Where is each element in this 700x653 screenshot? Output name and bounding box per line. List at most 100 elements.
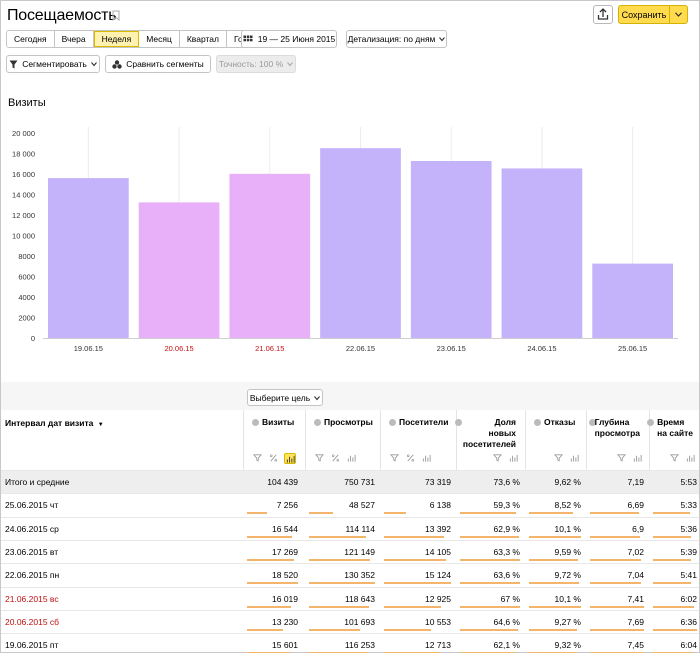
chart-toggle-icon[interactable]	[421, 453, 433, 464]
cell-value: 9,62 %	[554, 477, 581, 487]
chart-toggle-icon[interactable]	[632, 453, 644, 464]
value-bar	[460, 605, 520, 608]
bar-20.06.15[interactable]	[138, 202, 220, 338]
filter-icon	[553, 454, 564, 462]
cell-value: 7,19	[627, 477, 644, 487]
filter-toggle-icon[interactable]	[616, 453, 628, 464]
filter-icon	[389, 454, 400, 462]
period-tab-1[interactable]: Вчера	[54, 31, 94, 47]
visits-bar-chart: 0 2000 4000 6000 8000 10 000 12 000 14 000 16 00…	[12, 127, 678, 353]
column-info-icon[interactable]	[314, 419, 321, 426]
date-range-picker[interactable]: 19 — 25 Июня 2015	[241, 30, 337, 48]
column-header-0[interactable]: Визиты	[262, 417, 294, 428]
table-row[interactable]: 25.06.2015 чт 7 256 48 527 6 138 59,3 % 8,52 …	[1, 493, 699, 516]
cell-value: 16 544	[272, 523, 298, 534]
percent-toggle-icon[interactable]	[330, 453, 342, 464]
compare-segments-button[interactable]: Сравнить сегменты	[105, 55, 211, 73]
accuracy-select: Точность: 100 %	[216, 55, 296, 73]
column-header-line: Визиты	[262, 417, 295, 427]
segment-button[interactable]: Сегментировать	[6, 55, 100, 73]
period-tab-2[interactable]: Неделя	[93, 31, 140, 47]
cell-value: 64,6 %	[493, 616, 520, 627]
total-row[interactable]: Итого и средние 104 439 750 731 73 319 73,6 …	[1, 470, 699, 493]
column-header-line: Просмотры	[324, 417, 373, 427]
sort-desc-icon: ▼	[97, 422, 104, 428]
detail-select[interactable]: Детализация: по дням	[346, 30, 447, 48]
cell-value: 15 124	[425, 570, 451, 581]
chart-toggle-icon[interactable]	[284, 453, 296, 464]
period-tab-4[interactable]: Квартал	[179, 31, 227, 47]
filter-toggle-icon[interactable]	[669, 453, 681, 464]
table-row[interactable]: 19.06.2015 пт 15 601 116 253 12 713 62,1 % 9,…	[1, 633, 699, 653]
cell-value: 15 601	[272, 640, 298, 651]
bar-21.06.15[interactable]	[229, 173, 311, 338]
x-tick-label: 24.06.15	[527, 344, 556, 353]
cell-value: 6:36	[680, 616, 697, 627]
column-separator	[649, 410, 650, 470]
column-info-icon[interactable]	[389, 419, 396, 426]
column-header-6[interactable]: Время на сайте	[657, 417, 693, 439]
table-row[interactable]: 22.06.2015 пн 18 520 130 352 15 124 63,6 % 9,…	[1, 563, 699, 586]
column-header-5[interactable]: Глубина просмотра	[595, 417, 640, 439]
table-row[interactable]: 23.06.2015 вт 17 269 121 149 14 105 63,3 % 9,…	[1, 539, 699, 563]
chart-toggle-icon[interactable]	[685, 453, 697, 464]
bar-19.06.15[interactable]	[48, 178, 129, 338]
column-header-4[interactable]: Отказы	[544, 417, 575, 428]
column-header-1[interactable]: Просмотры	[324, 417, 373, 428]
filter-toggle-icon[interactable]	[252, 453, 264, 464]
bar-23.06.15[interactable]	[410, 160, 492, 338]
data-table: Выберите цель Интервал дат визита ▼ Визи…	[1, 382, 699, 653]
page-title: Посещаемость	[7, 7, 117, 24]
export-button[interactable]	[593, 5, 613, 24]
cell-value: 6:02	[680, 593, 697, 604]
save-button[interactable]: Сохранить	[618, 5, 688, 24]
value-bar	[590, 558, 642, 561]
value-bar	[529, 628, 577, 631]
value-bar	[653, 512, 691, 515]
filter-toggle-icon[interactable]	[553, 453, 565, 464]
upload-icon	[597, 8, 609, 20]
filter-icon	[492, 454, 503, 462]
cell-value: 8,52 %	[554, 500, 581, 511]
value-bar	[460, 628, 518, 631]
chevron-down-icon	[90, 62, 97, 67]
cell-value: 63,6 %	[493, 570, 520, 581]
column-header-2[interactable]: Посетители	[399, 417, 448, 428]
column-info-icon[interactable]	[252, 419, 259, 426]
column-header-3[interactable]: Доля новых посетителей	[463, 417, 516, 450]
table-row[interactable]: 24.06.2015 ср 16 544 114 114 13 392 62,9 % 10…	[1, 516, 699, 540]
column-info-icon[interactable]	[646, 419, 654, 426]
percent-toggle-icon[interactable]	[405, 453, 417, 464]
y-tick-label: 8000	[18, 252, 35, 261]
period-tab-0[interactable]: Сегодня	[7, 31, 55, 47]
column-info-icon[interactable]	[534, 419, 541, 426]
period-tab-3[interactable]: Месяц	[139, 31, 180, 47]
row-label: 20.06.2015 сб	[5, 616, 60, 627]
filter-toggle-icon[interactable]	[389, 453, 401, 464]
filter-toggle-icon[interactable]	[314, 453, 326, 464]
goal-select[interactable]: Выберите цель	[247, 389, 323, 406]
bar-25.06.15[interactable]	[592, 263, 673, 338]
filter-toggle-icon[interactable]	[492, 453, 504, 464]
bar-24.06.15[interactable]	[501, 168, 583, 338]
column-info-icon[interactable]	[588, 419, 596, 426]
bar-22.06.15[interactable]	[320, 148, 401, 338]
column-info-icon[interactable]	[455, 419, 463, 426]
table-row[interactable]: 21.06.2015 вс 16 019 118 643 12 925 67 % 10,1…	[1, 586, 699, 610]
percent-toggle-icon[interactable]	[268, 453, 280, 464]
cell-value: 9,72 %	[554, 570, 581, 581]
cell-value: 59,3 %	[493, 500, 520, 511]
chart-toggle-icon[interactable]	[346, 453, 358, 464]
accuracy-label: Точность: 100 %	[218, 59, 284, 69]
column-separator	[525, 410, 526, 470]
table-row[interactable]: 20.06.2015 сб 13 230 101 693 10 553 64,6 % 9,…	[1, 609, 699, 633]
save-dropdown-arrow[interactable]	[669, 6, 687, 23]
bookmark-icon[interactable]	[112, 10, 120, 21]
cell-value: 62,1 %	[493, 640, 520, 651]
value-bar	[384, 605, 441, 608]
cell-value: 9,27 %	[554, 616, 581, 627]
chart-toggle-icon[interactable]	[569, 453, 581, 464]
dimension-header[interactable]: Интервал дат визита ▼	[5, 418, 104, 431]
chart-icon	[286, 455, 295, 463]
chart-toggle-icon[interactable]	[508, 453, 520, 464]
